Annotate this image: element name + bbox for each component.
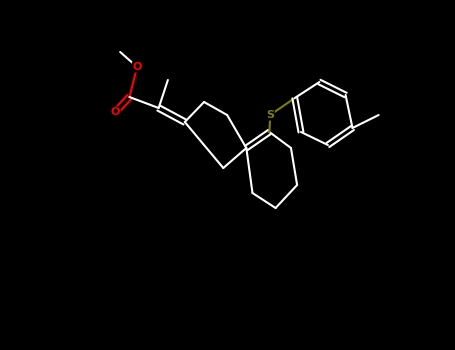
Text: O: O xyxy=(111,107,120,117)
Text: S: S xyxy=(266,110,274,120)
Text: O: O xyxy=(132,62,142,72)
